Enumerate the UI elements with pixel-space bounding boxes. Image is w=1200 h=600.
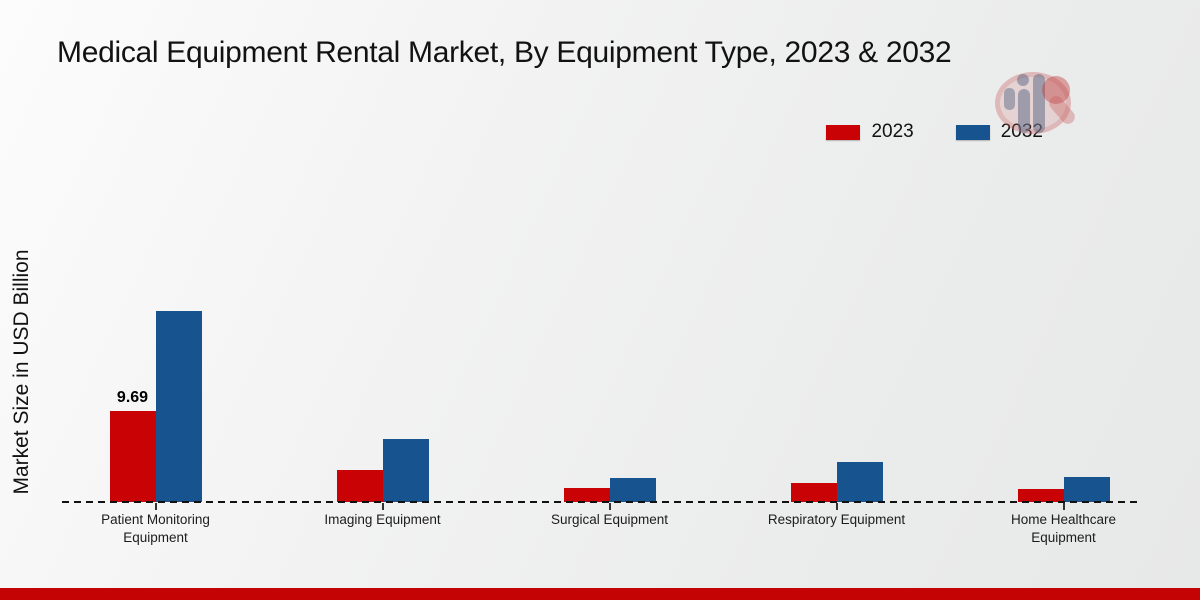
bar-2032-patient-monitoring-equipment <box>155 311 202 502</box>
x-axis-tick <box>835 503 838 510</box>
bar-2023-respiratory-equipment <box>790 483 837 502</box>
legend-swatch-2023 <box>826 124 861 140</box>
value-label-2023-patient-monitoring-equipment: 9.69 <box>116 389 149 406</box>
bar-2023-patient-monitoring-equipment <box>109 411 156 502</box>
chart-title: Medical Equipment Rental Market, By Equi… <box>57 36 952 69</box>
footer-accent-bar <box>0 588 1200 600</box>
legend-item-2023: 2023 <box>826 121 914 143</box>
bar-2032-surgical-equipment <box>609 477 656 502</box>
logo-bar <box>1004 88 1015 110</box>
category-label-patient-monitoring-equipment: Patient Monitoring Equipment <box>101 512 210 546</box>
x-axis-tick <box>608 503 611 510</box>
logo-bar <box>1033 74 1045 133</box>
market-research-future-logo-icon <box>993 68 1088 138</box>
bar-2023-home-healthcare-equipment <box>1017 488 1064 502</box>
category-label-imaging-equipment: Imaging Equipment <box>324 512 441 527</box>
category-label-home-healthcare-equipment: Home Healthcare Equipment <box>1010 512 1117 546</box>
bar-2023-imaging-equipment <box>336 470 383 502</box>
bar-2032-imaging-equipment <box>382 439 429 502</box>
category-label-surgical-equipment: Surgical Equipment <box>550 512 669 527</box>
logo-dot <box>1017 74 1029 86</box>
logo-teardrop <box>1042 76 1070 104</box>
bar-2032-home-healthcare-equipment <box>1063 476 1110 502</box>
x-axis-tick <box>154 503 157 510</box>
legend-swatch-2032 <box>955 124 990 140</box>
x-axis-tick <box>381 503 384 510</box>
logo-bar <box>1018 89 1030 133</box>
category-label-respiratory-equipment: Respiratory Equipment <box>767 512 906 527</box>
x-axis-baseline <box>62 501 1138 503</box>
bar-2023-surgical-equipment <box>563 487 610 502</box>
bar-2032-respiratory-equipment <box>836 461 883 502</box>
legend-label-2023: 2023 <box>871 121 914 142</box>
x-axis-tick <box>1062 503 1065 510</box>
